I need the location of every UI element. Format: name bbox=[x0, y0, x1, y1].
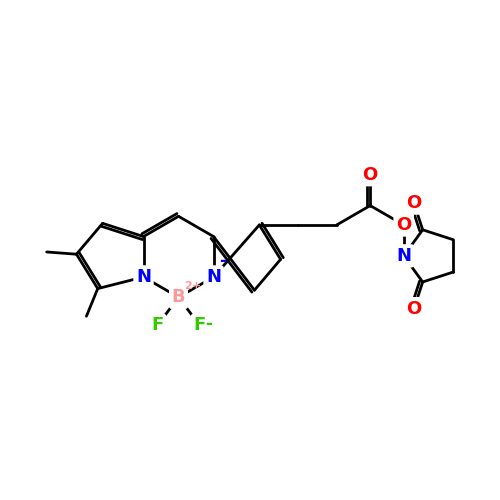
Text: N: N bbox=[136, 268, 151, 286]
Text: F: F bbox=[152, 316, 164, 334]
Text: -: - bbox=[206, 314, 212, 332]
Text: 2+: 2+ bbox=[184, 281, 202, 291]
Text: B: B bbox=[172, 288, 185, 306]
Text: F: F bbox=[194, 316, 206, 334]
Text: N: N bbox=[206, 268, 221, 286]
Text: O: O bbox=[396, 216, 411, 234]
Text: O: O bbox=[406, 194, 422, 212]
Text: N: N bbox=[396, 247, 411, 265]
Text: O: O bbox=[362, 166, 378, 184]
Text: -: - bbox=[220, 252, 226, 270]
Text: O: O bbox=[406, 300, 422, 318]
